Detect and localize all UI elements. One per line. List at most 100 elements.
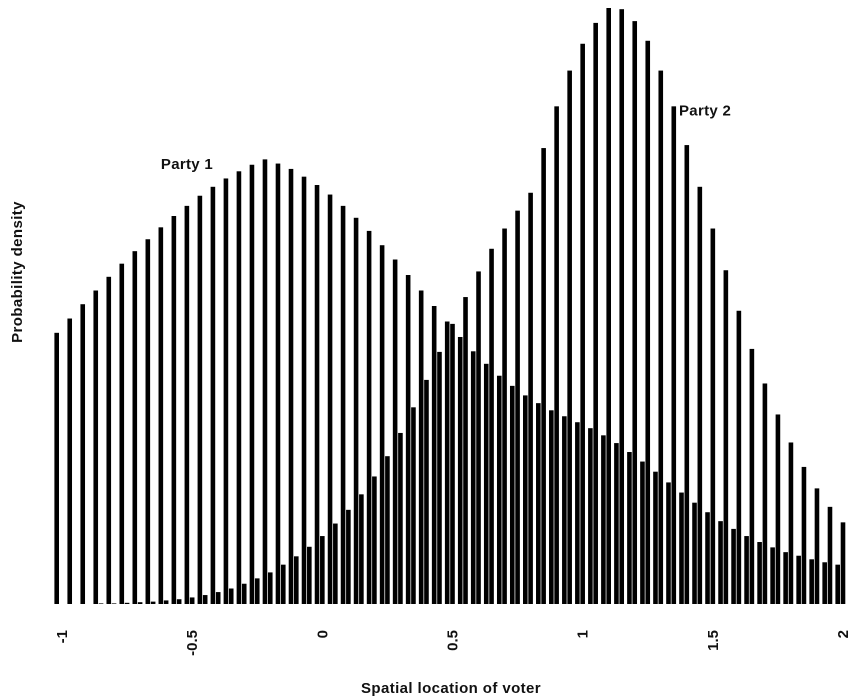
party-1-bar (379, 245, 385, 604)
party-1-bar (106, 276, 112, 604)
party-1-bar (705, 512, 710, 604)
party-2-bar (385, 456, 390, 604)
party-2-bar (710, 228, 716, 604)
party-1-bar (67, 318, 73, 604)
party-1-bar (314, 185, 320, 604)
party-2-bar (502, 228, 507, 604)
party-1-bar (145, 239, 151, 604)
party-2-bar (176, 599, 182, 604)
party-1-bar (575, 422, 580, 604)
party-2-bar (827, 506, 833, 604)
party-2-bar (124, 602, 130, 604)
party-2-bar (671, 106, 677, 604)
party-2-bar (658, 70, 664, 604)
party-2-bar (137, 602, 143, 604)
party-2-bar (840, 522, 846, 604)
party-1-bar (249, 164, 255, 604)
party-2-bar (307, 546, 312, 604)
party-1-bar (184, 205, 190, 604)
x-tick-label: 1 (575, 630, 592, 638)
party-1-bar (236, 171, 242, 605)
x-tick-label: 1.5 (705, 630, 722, 651)
party-1-bar (327, 194, 333, 605)
party-1-bar (757, 542, 762, 604)
party-2-bar (450, 323, 455, 604)
party-1-bar (809, 559, 814, 604)
party-1-bar (431, 306, 437, 604)
party-2-bar (593, 22, 598, 604)
party-2-bar (333, 523, 338, 604)
party-1-bar (262, 159, 268, 604)
party-2-bar (294, 556, 299, 604)
x-tick-label: -1 (54, 630, 71, 643)
party-1-bar (509, 385, 515, 604)
party-2-bar (632, 21, 638, 605)
party-2-bar (619, 9, 625, 604)
party-1-bar (54, 332, 59, 604)
party-1-bar (301, 176, 307, 605)
party-1-bar (132, 251, 138, 605)
party-2-bar (476, 271, 481, 604)
x-tick-label: -0.5 (184, 630, 201, 656)
party-2-bar (111, 603, 117, 604)
party-1-bar (835, 564, 840, 604)
party-2-bar (267, 572, 273, 604)
party-1-bar (653, 471, 658, 604)
party-1-bar (523, 395, 528, 604)
party-1-bar (744, 536, 749, 604)
party-2-bar (98, 603, 104, 604)
x-tick-label: 2 (835, 630, 852, 638)
party-2-label: Party 2 (679, 102, 731, 119)
party-1-bar (496, 375, 502, 604)
party-2-bar (320, 536, 325, 604)
party-2-bar (189, 597, 195, 604)
party-2-bar (359, 494, 364, 604)
party-2-bar (489, 248, 494, 604)
party-1-bar (275, 163, 281, 604)
party-1-bar (601, 435, 606, 604)
party-1-bar (392, 259, 398, 604)
party-1-bar (627, 452, 632, 604)
party-2-bar (749, 348, 755, 604)
party-2-bar (411, 407, 416, 604)
party-2-bar (736, 310, 742, 604)
series-labels: Party 1 Party 2 (161, 102, 731, 173)
party-1-label: Party 1 (161, 156, 213, 173)
party-1-bar (614, 443, 619, 604)
party-2-bar (723, 270, 729, 604)
x-tick-label: 0.5 (445, 630, 462, 651)
party-1-bar (366, 230, 372, 604)
x-tick-label: 0 (314, 630, 331, 638)
party-2-bar (254, 578, 260, 604)
bars-layer (54, 8, 846, 605)
party-2-bar (372, 476, 377, 604)
party-1-bar (770, 547, 775, 604)
party-1-bar (731, 528, 736, 604)
party-2-bar (398, 432, 403, 604)
party-2-bar (697, 186, 703, 605)
party-2-bar (567, 70, 572, 604)
party-2-bar (606, 8, 611, 604)
party-2-bar (150, 601, 156, 604)
party-1-bar (223, 178, 229, 604)
party-2-bar (814, 488, 820, 604)
x-axis-title: Spatial location of voter (361, 680, 541, 697)
party-2-bar (515, 210, 520, 604)
party-2-bar (762, 383, 768, 604)
party-2-bar (241, 583, 247, 604)
party-1-bar (796, 555, 801, 604)
party-2-bar (424, 379, 429, 604)
party-1-bar (718, 521, 723, 604)
party-2-bar (437, 351, 442, 604)
party-1-bar (679, 492, 684, 604)
party-2-bar (775, 414, 781, 604)
x-tick-labels: -1 -0.5 0 0.5 1 1.5 2 (54, 630, 852, 656)
party-2-bar (228, 588, 234, 604)
party-1-bar (171, 216, 177, 604)
party-2-bar (645, 40, 651, 604)
party-1-bar (210, 186, 216, 605)
party-2-bar (463, 297, 468, 604)
party-2-bar (541, 148, 546, 604)
party-1-bar (80, 304, 86, 604)
